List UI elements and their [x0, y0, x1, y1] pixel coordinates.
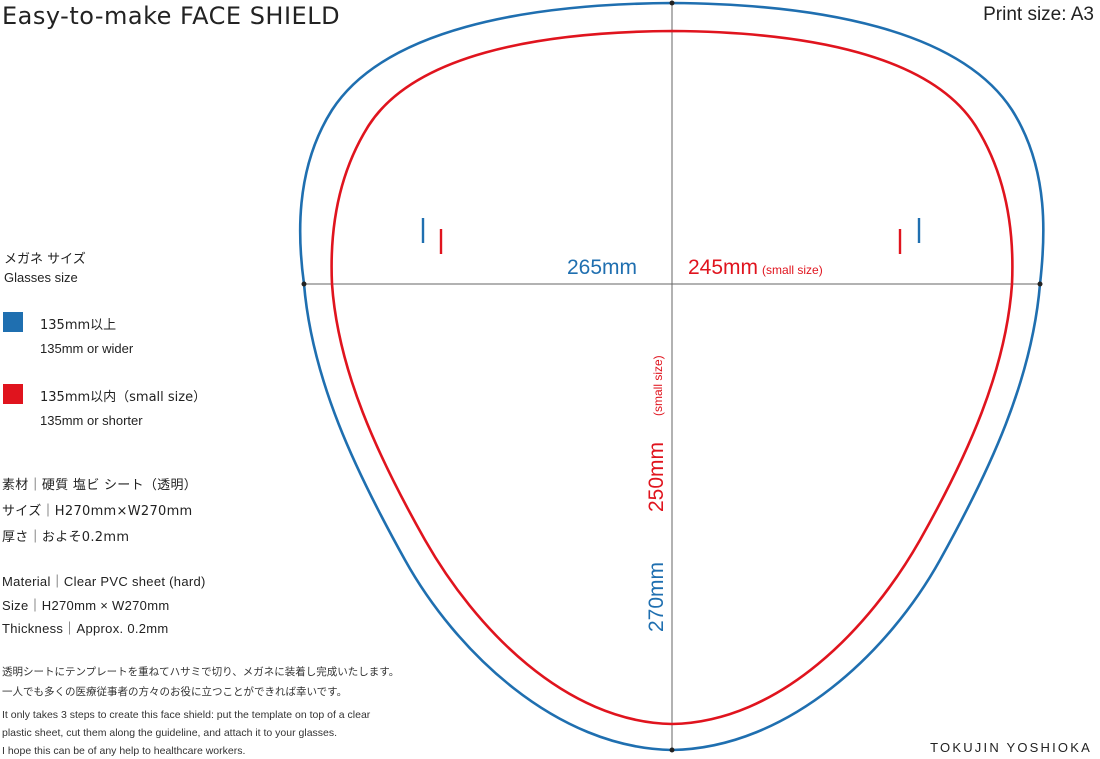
note-jp-1: 透明シートにテンプレートを重ねてハサミで切り、メガネに装着し完成いたします。: [2, 666, 400, 678]
width-small-label: 245mm: [688, 256, 759, 279]
endpoint-dot-left: [301, 281, 307, 287]
legend-heading-jp: メガネ サイズ: [4, 252, 86, 267]
note-jp-2: 一人でも多くの医療従事者の方々のお役に立つことができれば幸いです。: [2, 686, 348, 698]
spec-material-en: Material｜Clear PVC sheet (hard): [2, 574, 206, 589]
note-en-1: It only takes 3 steps to create this fac…: [2, 709, 371, 721]
height-large-label: 270mm: [645, 562, 668, 632]
legend-item-small-jp: 135mm以内（small size）: [40, 390, 207, 405]
spec-size-en: Size｜H270mm × W270mm: [2, 598, 170, 613]
endpoint-dot-top: [669, 0, 675, 6]
width-large-label: 265mm: [567, 256, 638, 279]
note-en-2: plastic sheet, cut them along the guidel…: [2, 727, 338, 739]
page-title: Easy-to-make FACE SHIELD: [2, 2, 341, 30]
legend-item-large-en: 135mm or wider: [40, 341, 134, 356]
spec-thickness-jp: 厚さ｜およそ0.2mm: [2, 530, 130, 545]
endpoint-dot-bottom: [669, 747, 675, 753]
spec-size-jp: サイズ｜H270mm×W270mm: [2, 504, 193, 519]
outline-small-red: [330, 29, 1014, 726]
legend-item-large-jp: 135mm以上: [40, 318, 117, 333]
height-small-label: 250mm: [645, 442, 668, 512]
spec-thickness-en: Thickness｜Approx. 0.2mm: [2, 621, 169, 636]
legend-heading-en: Glasses size: [4, 270, 78, 285]
legend-swatch-blue: [3, 312, 23, 332]
width-small-note: (small size): [762, 263, 823, 277]
endpoint-dot-right: [1037, 281, 1043, 287]
designer-credit: TOKUJIN YOSHIOKA: [930, 740, 1092, 755]
height-small-note: (small size): [651, 355, 665, 416]
print-size-label: Print size: A3: [983, 4, 1094, 25]
width-small-label-group: 245mm (small size): [688, 256, 823, 280]
note-en-3: I hope this can be of any help to health…: [2, 745, 246, 757]
spec-material-jp: 素材｜硬質 塩ビ シート（透明）: [2, 478, 198, 493]
legend-item-small-en: 135mm or shorter: [40, 413, 143, 428]
legend-swatch-red: [3, 384, 23, 404]
